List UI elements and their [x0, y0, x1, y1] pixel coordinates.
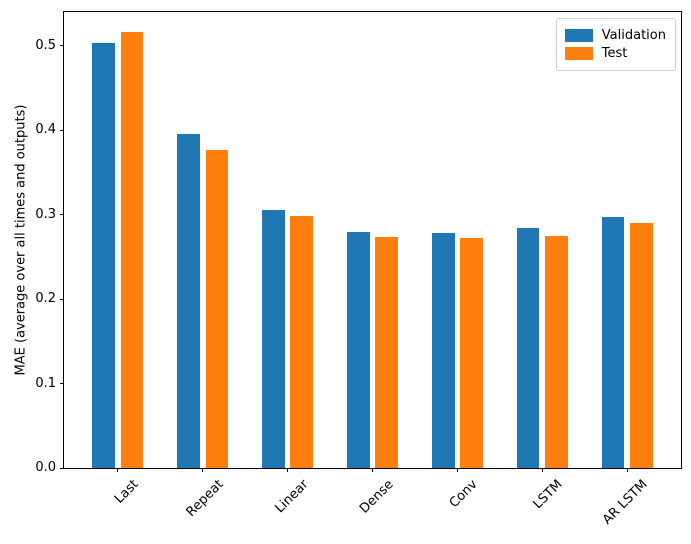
legend-item-validation: Validation — [564, 28, 666, 43]
x-tick-mark — [372, 468, 373, 472]
x-tick-label-text: Conv — [447, 477, 482, 511]
x-tick-mark — [117, 468, 119, 472]
x-tick-mark — [287, 468, 288, 472]
y-tick-label: 0.5 — [35, 37, 56, 53]
y-tick-mark — [60, 467, 64, 469]
y-tick-label: 0.4 — [35, 122, 56, 138]
x-tick-label-text: Dense — [356, 477, 397, 517]
bar-test-linear — [290, 216, 314, 468]
bar-validation-ar-lstm — [601, 217, 625, 468]
x-tick-label-text: Repeat — [183, 477, 227, 520]
y-tick-mark — [60, 214, 64, 216]
x-tick-label-text: Linear — [271, 477, 312, 517]
y-tick-label: 0.2 — [35, 291, 56, 307]
legend-label-validation: Validation — [601, 28, 666, 43]
legend: Validation Test — [555, 18, 676, 71]
y-tick-mark — [60, 383, 64, 385]
bar-test-lstm — [545, 235, 569, 468]
plot-area: Validation Test 0.0 0.1 0.2 0.3 0.4 0.5 Last Re… — [35, 11, 682, 528]
bar-validation-linear — [261, 210, 285, 468]
bar-test-repeat — [205, 149, 229, 468]
x-tick-mark — [541, 468, 543, 472]
y-tick-label: 0.3 — [35, 206, 56, 222]
bar-test-last — [120, 32, 144, 468]
y-tick-mark — [60, 298, 64, 300]
test-color-swatch — [564, 47, 593, 60]
bar-validation-repeat — [176, 133, 200, 468]
y-tick-label: 0.1 — [35, 375, 56, 391]
x-tick-mark — [202, 468, 204, 472]
bar-test-ar-lstm — [630, 223, 654, 468]
bar-validation-last — [91, 43, 115, 468]
legend-item-test: Test — [564, 46, 666, 61]
validation-color-swatch — [564, 29, 593, 42]
x-tick-label-text: LSTM — [530, 477, 567, 513]
y-axis-label-text: MAE (average over all times and outputs) — [13, 104, 29, 376]
bar-validation-dense — [346, 232, 370, 468]
x-tick-label-text: Last — [111, 477, 142, 507]
bar-test-dense — [375, 236, 399, 468]
x-tick-mark — [456, 468, 458, 472]
bar-validation-lstm — [516, 228, 540, 468]
bar-validation-conv — [431, 233, 455, 468]
y-tick-label: 0.0 — [35, 460, 56, 475]
y-tick-mark — [60, 45, 64, 47]
x-tick-mark — [626, 468, 628, 472]
legend-label-test: Test — [601, 46, 628, 61]
bar-test-conv — [460, 238, 484, 468]
y-tick-mark — [60, 129, 64, 131]
x-tick-label-text: AR LSTM — [600, 477, 652, 528]
